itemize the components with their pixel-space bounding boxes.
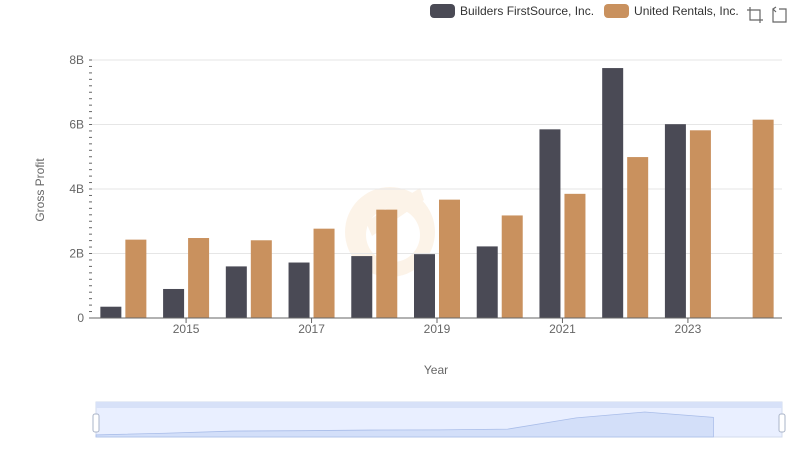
bar-builders-2021[interactable] (539, 129, 561, 318)
zoom-icon[interactable] (746, 6, 764, 24)
bar-united-2015[interactable] (188, 238, 210, 318)
x-tick-label: 2019 (424, 322, 451, 336)
data-zoom-shadow (95, 411, 714, 438)
y-tick-label: 4B (69, 182, 84, 196)
bar-united-2016[interactable] (250, 240, 272, 318)
x-tick-label: 2021 (549, 322, 576, 336)
x-axis: 2015 2017 2019 2021 2023 (92, 317, 782, 336)
y-tick-label: 8B (69, 53, 84, 67)
legend-swatch-united (604, 4, 630, 18)
bar-united-2019[interactable] (439, 199, 460, 318)
legend-label-united: United Rentals, Inc. (634, 4, 739, 18)
bar-united-2018[interactable] (376, 209, 398, 318)
data-zoom-handle-left[interactable] (92, 413, 100, 433)
bar-united-2022[interactable] (627, 157, 649, 318)
bar-united-2024[interactable] (752, 119, 774, 318)
toolbox (746, 6, 794, 24)
legend-item-builders[interactable]: Builders FirstSource, Inc. (430, 4, 594, 18)
x-tick-label: 2023 (675, 322, 702, 336)
bar-united-2017[interactable] (313, 228, 335, 318)
legend: Builders FirstSource, Inc. United Rental… (430, 4, 749, 18)
legend-swatch-builders (430, 4, 455, 18)
bar-builders-2017[interactable] (288, 262, 310, 318)
y-tick-label: 6B (69, 118, 84, 132)
restore-icon[interactable] (770, 6, 788, 24)
legend-label-builders: Builders FirstSource, Inc. (460, 4, 595, 18)
data-zoom-slider[interactable] (92, 401, 786, 438)
y-axis: 0 2B 4B 6B 8B (69, 53, 92, 325)
data-zoom-top-bar[interactable] (96, 402, 782, 408)
bar-builders-2019[interactable] (414, 254, 435, 318)
y-tick-label: 0 (77, 311, 84, 325)
x-axis-title: Year (423, 363, 449, 377)
y-axis-title: Gross Profit (33, 158, 47, 222)
y-tick-label: 2B (69, 247, 84, 261)
x-tick-label: 2017 (298, 322, 325, 336)
bar-builders-2016[interactable] (225, 266, 247, 318)
x-tick-label: 2015 (173, 322, 200, 336)
bar-builders-2014[interactable] (100, 306, 122, 318)
bar-builders-2018[interactable] (351, 256, 373, 318)
bar-builders-2023[interactable] (664, 124, 686, 319)
bar-united-2014[interactable] (125, 239, 147, 318)
data-zoom-handle-right[interactable] (778, 413, 786, 433)
bar-builders-2015[interactable] (163, 288, 185, 318)
bar-united-2020[interactable] (501, 215, 523, 318)
bar-united-2021[interactable] (564, 193, 586, 318)
bar-builders-2020[interactable] (476, 246, 498, 318)
bar-builders-2022[interactable] (602, 68, 624, 318)
bar-united-2023[interactable] (689, 130, 711, 318)
bars (100, 68, 774, 319)
legend-item-united[interactable]: United Rentals, Inc. (604, 4, 739, 18)
